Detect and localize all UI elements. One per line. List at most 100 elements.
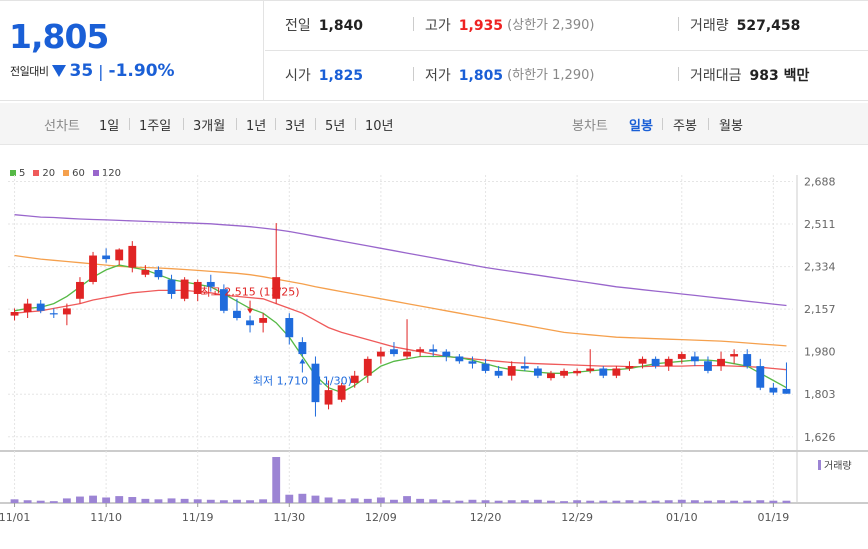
candle-body bbox=[128, 245, 137, 268]
x-tick-label: 01/10 bbox=[666, 511, 698, 524]
candle-body bbox=[390, 349, 398, 355]
volume-bar bbox=[154, 499, 163, 503]
volume-bar bbox=[141, 498, 150, 503]
volume-bar bbox=[520, 500, 529, 503]
volume-bar bbox=[285, 494, 294, 503]
candle-body bbox=[285, 318, 294, 338]
y-tick-label: 1,803 bbox=[804, 388, 836, 401]
candle-chart-label: 봉차트 bbox=[572, 119, 608, 134]
trade-amount: 거래대금 983 백만 bbox=[690, 51, 809, 101]
volume-bar bbox=[363, 498, 372, 503]
candle-body bbox=[743, 354, 752, 367]
range-3y-button[interactable]: 3년 bbox=[285, 119, 306, 134]
low-arrow-icon bbox=[299, 358, 306, 364]
price-box: 1,805 전일대비 35 | -1.90% bbox=[0, 1, 264, 101]
amount-label: 거래대금 bbox=[690, 68, 742, 84]
range-1w-button[interactable]: 1주일 bbox=[139, 119, 172, 134]
legend-ma60: 60 bbox=[63, 168, 85, 179]
candle-body bbox=[311, 363, 320, 403]
volume-legend-label: 거래량 bbox=[824, 460, 852, 472]
candle-body bbox=[154, 269, 163, 278]
volume-bar bbox=[481, 500, 490, 503]
candle-body bbox=[586, 368, 595, 371]
high-arrow-icon bbox=[247, 308, 254, 314]
candle-body bbox=[756, 366, 765, 388]
candle-monthly-button[interactable]: 월봉 bbox=[719, 119, 743, 134]
volume-bar bbox=[403, 496, 411, 503]
divider bbox=[236, 118, 237, 130]
divider: | bbox=[98, 61, 104, 81]
volume-bar bbox=[36, 500, 45, 503]
y-tick-label: 1,626 bbox=[804, 431, 836, 444]
high-value: 1,935 bbox=[458, 18, 504, 34]
x-tick-label: 11/30 bbox=[273, 511, 305, 524]
volume-bar bbox=[272, 457, 281, 503]
candle-daily-button[interactable]: 일봉 bbox=[629, 119, 653, 134]
divider bbox=[129, 118, 130, 130]
volume-bar bbox=[756, 500, 765, 503]
volume-bar bbox=[206, 499, 215, 503]
candle-body bbox=[10, 312, 19, 316]
y-tick-label: 2,157 bbox=[804, 303, 836, 316]
high-label: 고가 bbox=[425, 18, 451, 34]
range-10y-button[interactable]: 10년 bbox=[365, 119, 394, 134]
candle-body bbox=[180, 279, 189, 299]
candle-body bbox=[533, 368, 542, 376]
volume-bar bbox=[690, 500, 699, 503]
divider bbox=[678, 17, 679, 31]
ma120-line bbox=[14, 214, 787, 307]
divider bbox=[413, 17, 414, 31]
volume-label: 거래량 bbox=[690, 18, 729, 34]
volume-bar bbox=[76, 496, 84, 503]
candle-body bbox=[455, 356, 464, 362]
volume-bar bbox=[494, 500, 503, 503]
chart-toolbar: 선차트 1일 1주일 3개월 1년 3년 5년 10년 봉차트 일봉 주봉 월봉 bbox=[0, 103, 868, 145]
high-price: 고가 1,935 (상한가 2,390) bbox=[425, 1, 594, 51]
volume-bar bbox=[547, 500, 555, 503]
line-chart-label: 선차트 bbox=[44, 119, 80, 134]
candle-body bbox=[769, 387, 778, 393]
range-1y-button[interactable]: 1년 bbox=[246, 119, 267, 134]
candle-body bbox=[494, 370, 503, 376]
candle-body bbox=[324, 390, 333, 405]
change-row: 전일대비 35 | -1.90% bbox=[10, 61, 175, 81]
volume-bar bbox=[455, 500, 464, 503]
volume-bar bbox=[769, 500, 778, 503]
low-value: 1,805 bbox=[458, 68, 504, 84]
candle-body bbox=[272, 277, 281, 299]
volume-bar bbox=[573, 500, 582, 503]
amount-value: 983 백만 bbox=[749, 68, 810, 84]
candle-body bbox=[651, 358, 660, 367]
volume-bar bbox=[219, 500, 228, 503]
candle-body bbox=[246, 320, 254, 326]
candle-body bbox=[612, 368, 621, 376]
volume-bar bbox=[730, 500, 739, 503]
candle-body bbox=[36, 303, 45, 311]
divider bbox=[678, 67, 679, 81]
candle-weekly-button[interactable]: 주봉 bbox=[673, 119, 697, 134]
volume-legend-swatch bbox=[818, 460, 821, 470]
candle-body bbox=[717, 358, 725, 367]
range-3m-button[interactable]: 3개월 bbox=[193, 119, 226, 134]
divider bbox=[708, 118, 709, 130]
volume-bar bbox=[337, 499, 346, 503]
change-label: 전일대비 bbox=[10, 65, 49, 78]
prev-value: 1,840 bbox=[318, 18, 364, 34]
candle-body bbox=[560, 370, 568, 376]
change-value: 35 bbox=[69, 61, 94, 81]
volume-bar bbox=[115, 496, 124, 503]
candle-body bbox=[599, 368, 608, 376]
volume-bar bbox=[89, 495, 97, 503]
volume-bar bbox=[233, 499, 241, 503]
candle-body bbox=[520, 366, 529, 369]
candle-body bbox=[219, 289, 228, 311]
range-1d-button[interactable]: 1일 bbox=[99, 119, 120, 134]
range-5y-button[interactable]: 5년 bbox=[325, 119, 346, 134]
x-tick-label: 12/09 bbox=[365, 511, 397, 524]
candle-body bbox=[547, 373, 555, 379]
open-price: 시가 1,825 bbox=[285, 51, 363, 101]
candle-body bbox=[115, 249, 124, 261]
volume-bar bbox=[180, 498, 189, 503]
candle-body bbox=[677, 354, 686, 359]
candle-body bbox=[468, 361, 477, 364]
